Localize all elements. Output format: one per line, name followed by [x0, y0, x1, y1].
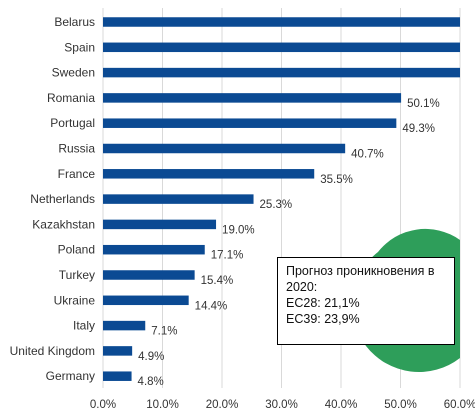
value-label: 40.7%	[351, 149, 384, 161]
category-label: France	[58, 167, 96, 181]
value-label: 49.3%	[402, 123, 435, 135]
bar	[103, 371, 132, 381]
bar	[103, 320, 146, 331]
category-label: United Kingdom	[10, 344, 95, 358]
bar	[103, 346, 133, 356]
value-label: 4.9%	[138, 351, 164, 363]
bar	[103, 17, 460, 27]
forecast-note-eu39: ЕС39: 23,9%	[286, 312, 360, 326]
category-label: Portugal	[50, 116, 95, 130]
category-label: Germany	[46, 369, 95, 383]
bar	[103, 295, 189, 306]
value-label: 35.5%	[320, 174, 353, 186]
bar	[103, 143, 346, 154]
x-tick-label: 10.0%	[146, 399, 179, 411]
category-label: Turkey	[59, 268, 95, 282]
category-label: Spain	[64, 40, 95, 54]
value-label: 19.0%	[222, 224, 255, 236]
bar	[103, 118, 397, 128]
category-label: Italy	[73, 319, 95, 333]
category-label: Romania	[47, 91, 95, 105]
bars	[103, 17, 460, 381]
forecast-note-eu28: ЕС28: 21,1%	[286, 296, 360, 310]
value-label: 25.3%	[260, 199, 293, 211]
bar	[103, 270, 195, 280]
forecast-note-box: Прогноз проникновения в 2020: ЕС28: 21,1…	[277, 257, 455, 345]
labels: 0.0% 10.0% 20.0% 30.0% 40.0% 50.0% 60.0% Belaru…	[10, 15, 475, 411]
value-label: 17.1%	[211, 250, 244, 262]
category-label: Belarus	[54, 15, 95, 29]
x-tick-label: 30.0%	[265, 399, 298, 411]
category-label: Kazakhstan	[32, 217, 95, 231]
x-tick-label: 20.0%	[206, 399, 239, 411]
bar	[103, 219, 217, 230]
value-label: 14.4%	[195, 300, 228, 312]
bar	[103, 93, 402, 103]
x-tick-label: 0.0%	[90, 399, 116, 411]
x-tick-label: 40.0%	[325, 399, 358, 411]
value-label: 7.1%	[151, 326, 177, 338]
value-label: 50.1%	[407, 98, 440, 110]
x-tick-label: 60.0%	[444, 399, 475, 411]
category-label: Netherlands	[30, 192, 95, 206]
bar	[103, 194, 254, 204]
category-label: Russia	[58, 142, 95, 156]
category-label: Poland	[58, 243, 95, 257]
value-label: 4.8%	[138, 376, 164, 388]
category-label: Ukraine	[54, 293, 96, 307]
bar	[103, 67, 460, 78]
category-label: Sweden	[52, 66, 95, 80]
bar	[103, 169, 315, 179]
bar	[103, 42, 460, 53]
value-label: 15.4%	[201, 275, 234, 287]
bar	[103, 244, 205, 255]
x-tick-label: 50.0%	[384, 399, 417, 411]
forecast-note-heading: Прогноз проникновения в 2020:	[286, 264, 435, 294]
